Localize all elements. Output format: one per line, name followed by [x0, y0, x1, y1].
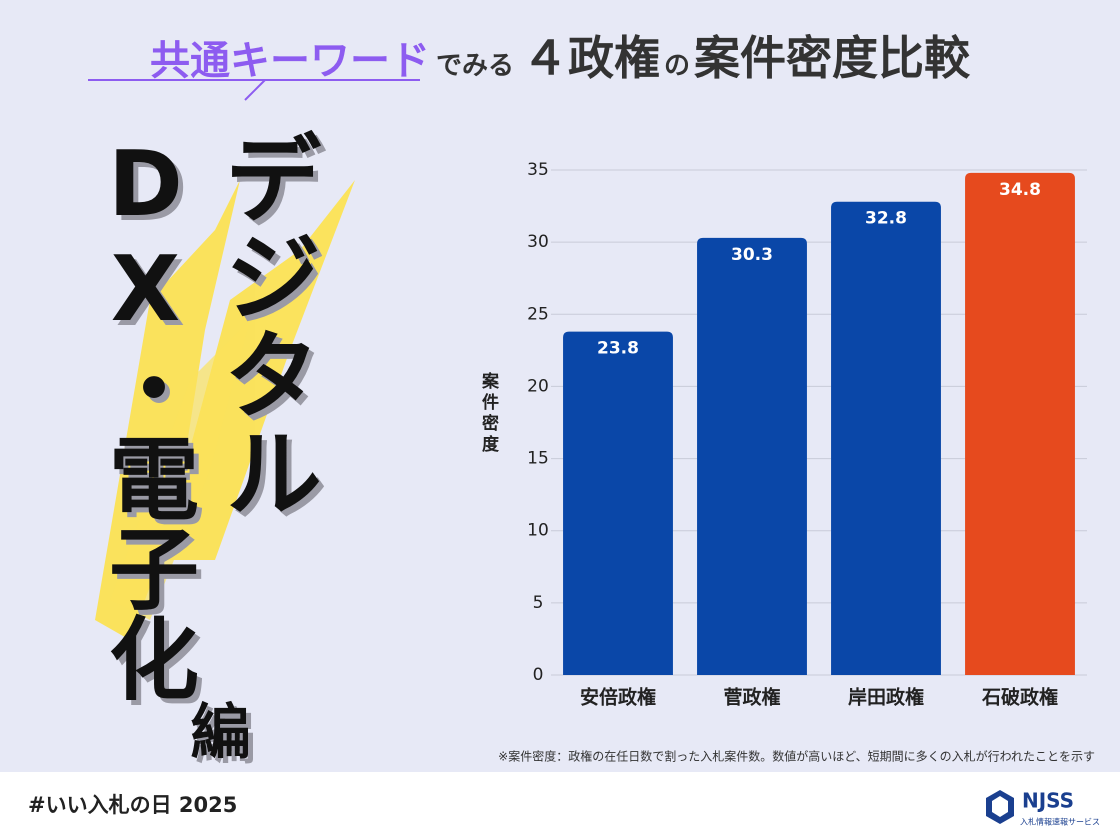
title-pointer: [244, 79, 266, 101]
bar: [697, 237, 807, 676]
logo-icon: [986, 790, 1014, 824]
y-axis-label: 案件密度: [478, 372, 498, 456]
x-tick-label: 安倍政権: [580, 686, 656, 709]
bar: [563, 331, 673, 675]
theme-line3: 編: [180, 700, 250, 760]
title-part: の: [664, 51, 691, 81]
bar: [965, 172, 1075, 675]
brush: [95, 180, 355, 640]
brand-sub: 入札情報速報サービス: [1020, 817, 1100, 827]
value-label: 34.8: [999, 180, 1041, 200]
y-tick-label: 25: [527, 304, 549, 324]
y-tick-label: 10: [527, 521, 549, 541]
title-part: ４政権: [522, 31, 660, 85]
x-tick-label: 岸田政権: [848, 686, 924, 709]
value-label: 23.8: [597, 339, 639, 359]
y-tick-label: 20: [527, 376, 549, 396]
y-tick-label: 30: [527, 232, 549, 252]
y-tick-label: 5: [533, 593, 544, 613]
value-label: 32.8: [865, 209, 907, 229]
value-label: 30.3: [731, 245, 773, 265]
x-tick-label: 菅政権: [723, 686, 780, 709]
theme-line1: デジタル: [207, 128, 321, 520]
bar: [831, 201, 941, 675]
y-tick-label: 35: [527, 160, 549, 180]
theme-line2: DX・電子化: [93, 132, 198, 702]
y-tick-label: 15: [527, 449, 549, 469]
title-part: でみる: [435, 51, 514, 81]
brand: NJSS: [1022, 789, 1074, 813]
footer-bar: [0, 772, 1120, 840]
note: ※案件密度：政権の在任日数で割った入札案件数。数値が高いほど、短期間に多くの入札…: [498, 749, 1095, 764]
title-part: 案件密度比較: [694, 31, 971, 85]
title: 共通キーワード でみる ４政権 の 案件密度比較: [0, 22, 1120, 88]
hashtag: #いい入札の日 2025: [28, 793, 237, 817]
title-keyword: 共通キーワード: [149, 38, 430, 84]
x-tick-label: 石破政権: [981, 686, 1058, 709]
y-tick-label: 0: [533, 665, 544, 685]
